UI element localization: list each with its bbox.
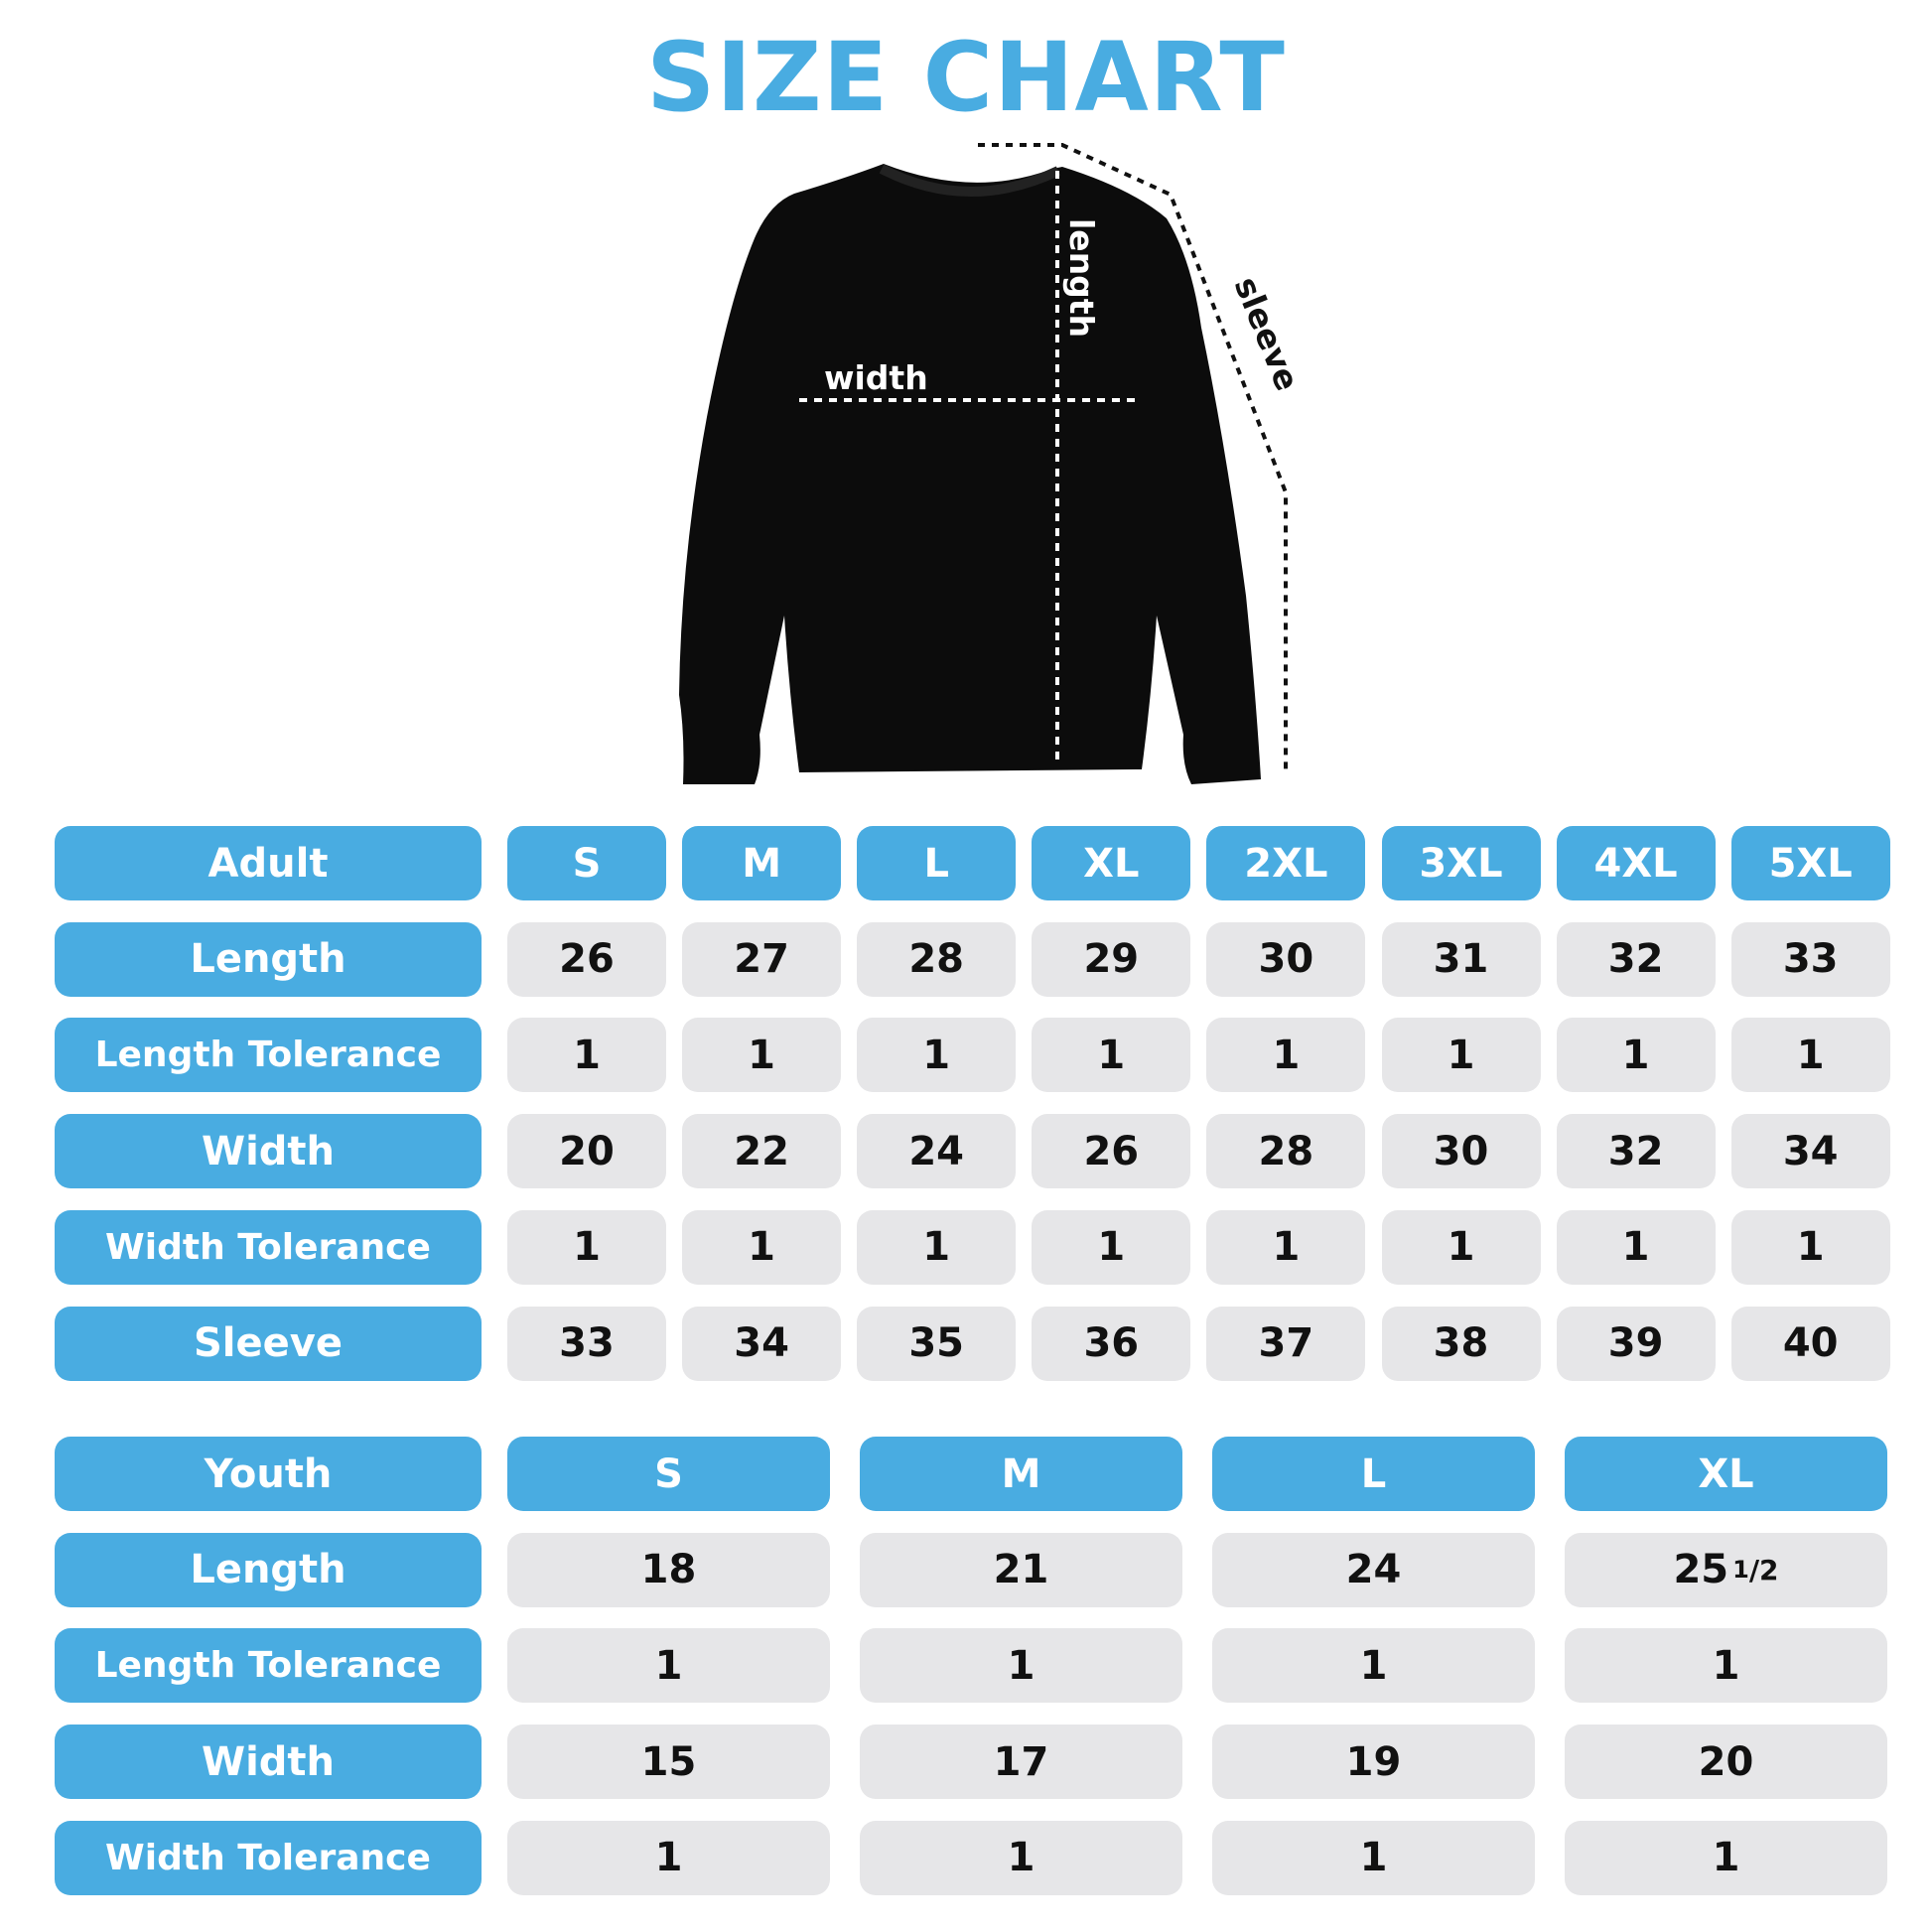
youth-row-label: Length Tolerance <box>55 1628 482 1704</box>
adult-size-header: L <box>857 826 1017 900</box>
youth-value-cell: 1 <box>507 1820 830 1895</box>
youth-value-cell: 1 <box>860 1628 1182 1704</box>
adult-value-cell: 30 <box>1381 1114 1541 1189</box>
adult-size-header: XL <box>1032 826 1191 900</box>
page-title: SIZE CHART <box>646 22 1286 133</box>
adult-value-cell: 28 <box>1206 1114 1366 1189</box>
adult-value-cell: 1 <box>1730 1209 1890 1285</box>
adult-row-label: Length <box>55 921 482 997</box>
adult-value-cell: 1 <box>507 1018 666 1093</box>
adult-value-cell: 1 <box>1381 1209 1541 1285</box>
youth-value-cell: 20 <box>1565 1725 1887 1800</box>
youth-value-cell: 15 <box>507 1725 830 1800</box>
adult-value-cell: 33 <box>507 1306 666 1381</box>
adult-value-cell: 37 <box>1206 1306 1366 1381</box>
adult-value-cell: 35 <box>857 1306 1017 1381</box>
adult-value-cell: 1 <box>682 1209 842 1285</box>
sweatshirt-diagram: width length sleeve <box>679 143 1308 784</box>
adult-value-cell: 1 <box>1032 1018 1191 1093</box>
youth-row-label: Width <box>55 1725 482 1800</box>
youth-value-cell: 1 <box>1565 1628 1887 1704</box>
youth-value-cell: 21 <box>860 1532 1182 1607</box>
adult-value-cell: 34 <box>682 1306 842 1381</box>
sweatshirt-image <box>679 164 1261 784</box>
youth-size-header: XL <box>1565 1437 1887 1511</box>
youth-value-cell: 1 <box>1212 1628 1535 1704</box>
youth-value-cell: 24 <box>1212 1532 1535 1607</box>
adult-size-header: 3XL <box>1381 826 1541 900</box>
adult-value-cell: 1 <box>857 1018 1017 1093</box>
adult-size-header: 2XL <box>1206 826 1366 900</box>
adult-value-cell: 20 <box>507 1114 666 1189</box>
youth-value-cell: 18 <box>507 1532 830 1607</box>
adult-value-cell: 26 <box>507 921 666 997</box>
adult-value-cell: 31 <box>1381 921 1541 997</box>
adult-value-cell: 1 <box>1032 1209 1191 1285</box>
sleeve-label: sleeve <box>1227 271 1308 396</box>
adult-size-header: 5XL <box>1730 826 1890 900</box>
adult-row-label: Length Tolerance <box>55 1018 482 1093</box>
adult-value-cell: 22 <box>682 1114 842 1189</box>
youth-value-cell: 1 <box>860 1820 1182 1895</box>
youth-value-cell: 1 <box>1565 1820 1887 1895</box>
adult-value-cell: 1 <box>1556 1018 1716 1093</box>
youth-size-header: L <box>1212 1437 1535 1511</box>
adult-value-cell: 38 <box>1381 1306 1541 1381</box>
youth-value-cell: 19 <box>1212 1725 1535 1800</box>
youth-size-header: S <box>507 1437 830 1511</box>
adult-value-cell: 32 <box>1556 921 1716 997</box>
adult-value-cell: 1 <box>507 1209 666 1285</box>
youth-header-label: Youth <box>55 1437 482 1511</box>
adult-value-cell: 1 <box>1381 1018 1541 1093</box>
adult-value-cell: 33 <box>1730 921 1890 997</box>
adult-size-header: S <box>507 826 666 900</box>
youth-value-cell: 1 <box>507 1628 830 1704</box>
adult-value-cell: 1 <box>857 1209 1017 1285</box>
adult-value-cell: 40 <box>1730 1306 1890 1381</box>
adult-value-cell: 1 <box>1206 1209 1366 1285</box>
adult-value-cell: 30 <box>1206 921 1366 997</box>
adult-row-label: Sleeve <box>55 1306 482 1381</box>
youth-size-header: M <box>860 1437 1182 1511</box>
adult-value-cell: 24 <box>857 1114 1017 1189</box>
youth-value-cell: 25 1/2 <box>1565 1532 1887 1607</box>
adult-value-cell: 1 <box>1206 1018 1366 1093</box>
adult-value-cell: 28 <box>857 921 1017 997</box>
youth-row-label: Width Tolerance <box>55 1820 482 1895</box>
youth-value-cell: 17 <box>860 1725 1182 1800</box>
adult-value-cell: 27 <box>682 921 842 997</box>
adult-value-cell: 1 <box>1730 1018 1890 1093</box>
youth-value-cell: 1 <box>1212 1820 1535 1895</box>
sleeve-measure-line <box>978 143 1288 774</box>
adult-value-cell: 29 <box>1032 921 1191 997</box>
adult-size-header: 4XL <box>1556 826 1716 900</box>
adult-size-header: M <box>682 826 842 900</box>
adult-value-cell: 34 <box>1730 1114 1890 1189</box>
length-label: length <box>1062 218 1101 338</box>
adult-value-cell: 26 <box>1032 1114 1191 1189</box>
adult-value-cell: 1 <box>1556 1209 1716 1285</box>
youth-row-label: Length <box>55 1532 482 1607</box>
width-label: width <box>824 358 928 397</box>
adult-row-label: Width Tolerance <box>55 1209 482 1285</box>
adult-row-label: Width <box>55 1114 482 1189</box>
adult-value-cell: 39 <box>1556 1306 1716 1381</box>
adult-value-cell: 32 <box>1556 1114 1716 1189</box>
adult-header-label: Adult <box>55 826 482 900</box>
adult-value-cell: 1 <box>682 1018 842 1093</box>
adult-value-cell: 36 <box>1032 1306 1191 1381</box>
